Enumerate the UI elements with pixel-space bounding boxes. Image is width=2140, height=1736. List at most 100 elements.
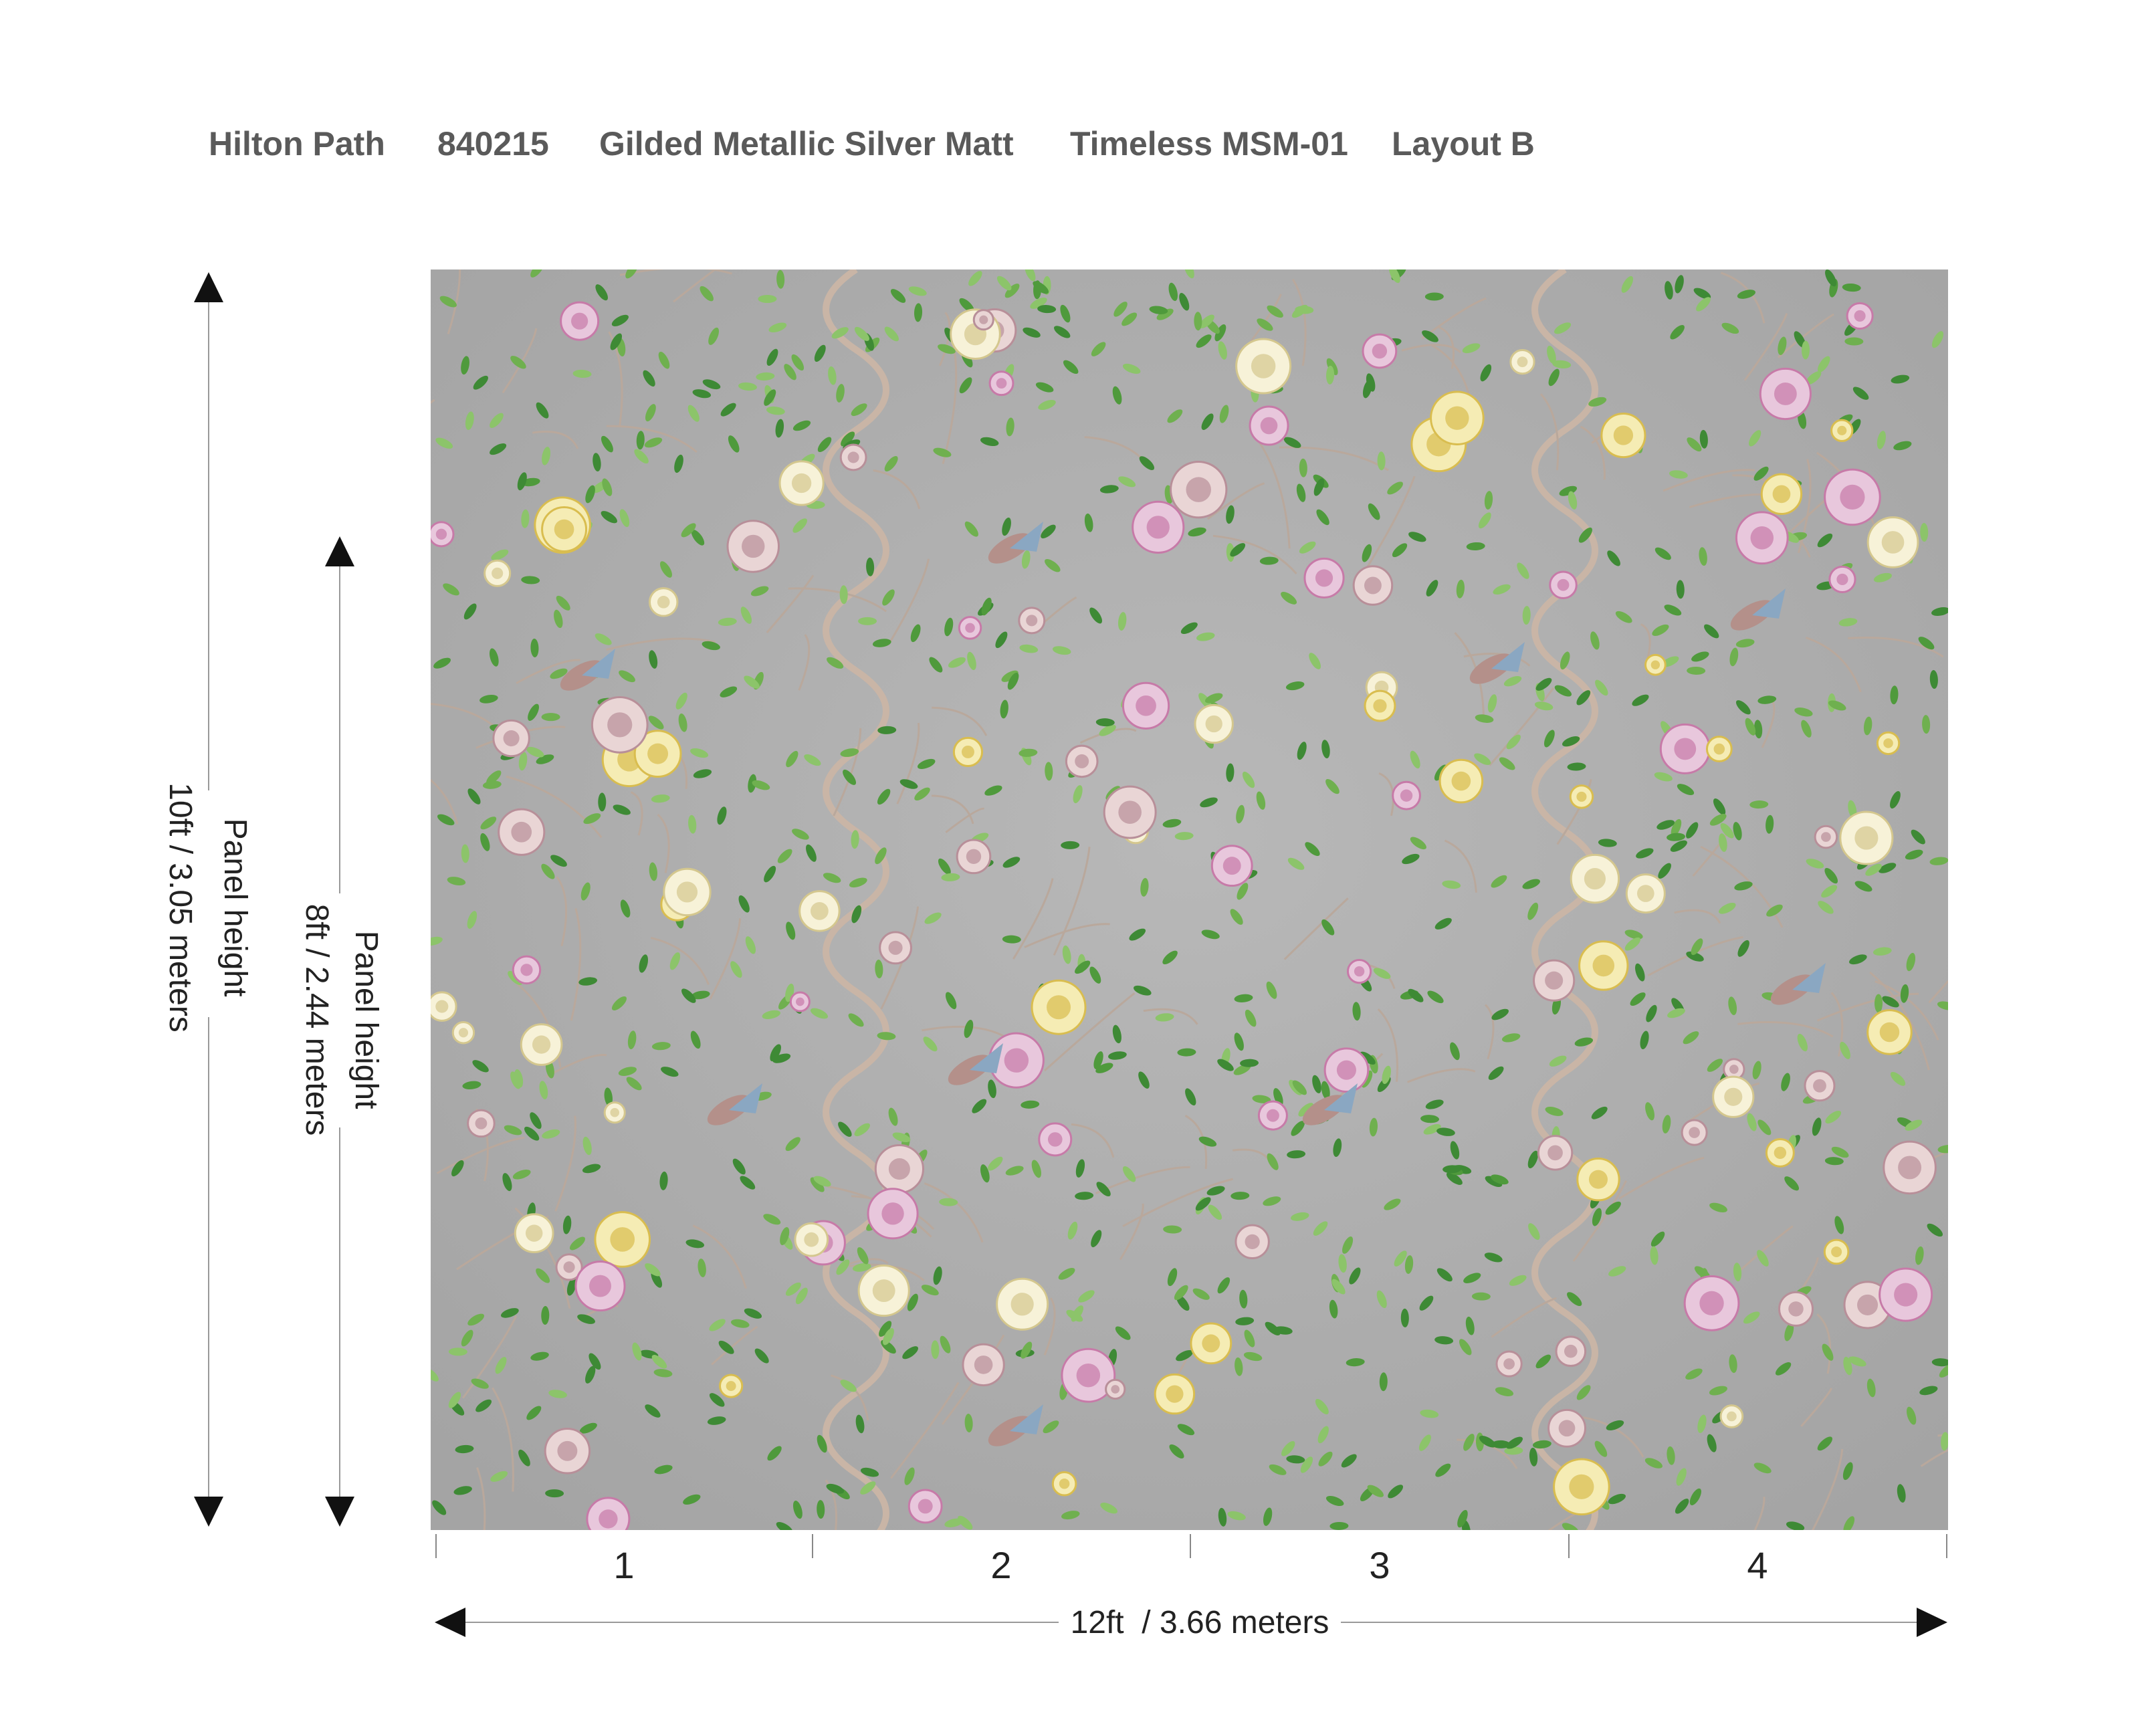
flower-center [1047, 995, 1071, 1020]
leaf [1058, 1268, 1075, 1280]
flower-center [1558, 1420, 1576, 1437]
branch [1816, 992, 1919, 1022]
leaf [762, 1010, 781, 1019]
flower-center [996, 378, 1007, 389]
leaf [480, 833, 490, 851]
leaf [1201, 413, 1214, 430]
leaf [745, 936, 756, 954]
leaf [1023, 327, 1041, 338]
leaf [879, 1321, 892, 1337]
leaf [1360, 1051, 1376, 1065]
leaf [1900, 984, 1909, 1003]
branch [831, 1374, 869, 1421]
leaf [1897, 1484, 1906, 1503]
leaf [1089, 607, 1103, 624]
leaf [1927, 1223, 1943, 1237]
leaf [1863, 716, 1872, 736]
leaf [1235, 1357, 1243, 1376]
leaf [1234, 994, 1253, 1002]
leaf [1169, 1444, 1184, 1458]
leaf [836, 1259, 850, 1275]
leaf [1267, 1153, 1279, 1170]
leaf [910, 624, 921, 643]
leaf [1842, 1462, 1853, 1481]
leaf [1654, 547, 1671, 560]
leaf [1379, 1372, 1388, 1392]
branch [1043, 1297, 1056, 1355]
leaf [1167, 1268, 1178, 1287]
leaf [1485, 1176, 1503, 1187]
leaf [1388, 1485, 1404, 1499]
leaf [908, 286, 927, 296]
leaf [758, 295, 777, 304]
leaf [1911, 829, 1925, 845]
leaf [1797, 1033, 1808, 1052]
flower-center [1813, 1079, 1826, 1093]
leaf [1686, 951, 1704, 962]
leaf [1313, 1221, 1328, 1236]
leaf [645, 1263, 661, 1277]
leaf [904, 1467, 915, 1485]
flower-center [554, 519, 574, 540]
leaf [1259, 556, 1279, 565]
branch [942, 345, 958, 465]
leaf [530, 269, 544, 278]
leaf [620, 899, 631, 918]
leaf [1709, 813, 1727, 826]
leaf [1045, 762, 1053, 781]
leaf [1665, 281, 1673, 300]
branch [1663, 469, 1755, 492]
branch [606, 637, 716, 651]
branch [1869, 971, 1930, 1071]
leaf [1376, 1290, 1387, 1309]
leaf [1242, 771, 1255, 788]
flower-center [918, 1499, 933, 1514]
height-arrow-8ft: Panel height 8ft / 2.44 meters [299, 536, 384, 1527]
leaf [1184, 269, 1194, 279]
leaf [1061, 841, 1080, 849]
leaf [643, 370, 655, 387]
leaf [1299, 458, 1307, 477]
leaf [1747, 1113, 1757, 1131]
leaf [1025, 269, 1036, 282]
leaf [1849, 954, 1867, 965]
branch [1737, 1021, 1834, 1038]
leaf [1757, 1119, 1772, 1135]
flower-center [1774, 383, 1797, 405]
flower-center [1881, 531, 1905, 554]
leaf [1606, 1420, 1624, 1430]
leaf [1929, 670, 1938, 689]
flower-center [1729, 1065, 1739, 1074]
branch [692, 1224, 747, 1289]
panel-ticks [435, 1534, 1947, 1558]
leaf [619, 509, 630, 528]
flower-center [1831, 1246, 1842, 1257]
flower-center [610, 1107, 620, 1117]
leaf [1852, 387, 1869, 400]
branch [1184, 1114, 1208, 1170]
leaf [651, 794, 670, 803]
branch [889, 558, 930, 642]
branch [766, 574, 815, 633]
leaf [582, 1136, 592, 1156]
branch [833, 728, 862, 817]
leaf [1235, 1317, 1255, 1325]
bird-wing [1792, 963, 1826, 993]
leaf [1305, 842, 1320, 857]
leaf [518, 1449, 530, 1467]
flower-center [1445, 406, 1469, 430]
leaf [569, 1236, 586, 1251]
leaf [463, 603, 477, 620]
leaf [1590, 631, 1600, 650]
leaf [964, 1414, 973, 1432]
leaf [1576, 1385, 1591, 1400]
leaf [1021, 550, 1031, 569]
flower-center [1026, 615, 1038, 627]
leaf [598, 792, 607, 812]
leaf [1162, 819, 1182, 828]
leaf [1549, 1055, 1567, 1067]
leaf [1491, 1008, 1509, 1020]
bird-wing [1324, 1083, 1358, 1113]
leaf [1001, 670, 1019, 682]
leaf [1591, 1106, 1608, 1119]
